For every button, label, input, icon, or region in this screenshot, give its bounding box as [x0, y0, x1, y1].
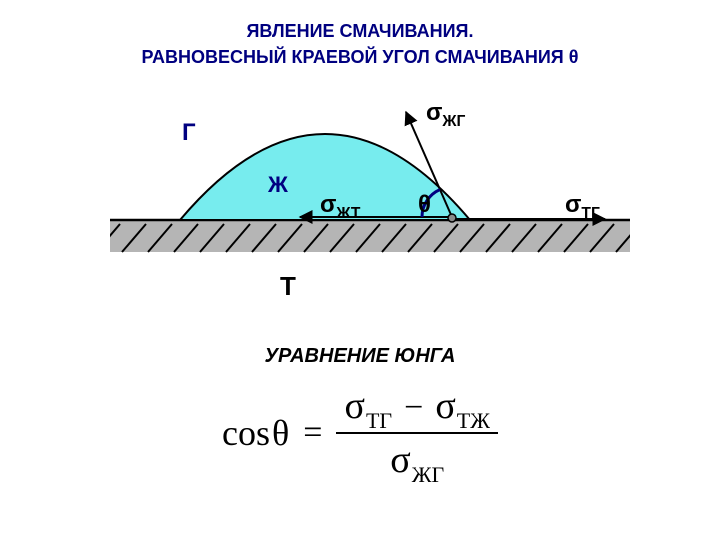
title-line1: ЯВЛЕНИЕ СМАЧИВАНИЯ. — [246, 21, 473, 41]
equation-title: УРАВНЕНИЕ ЮНГА — [0, 345, 720, 368]
eq-den-sub: ЖГ — [412, 462, 444, 488]
title-line2: РАВНОВЕСНЫЙ КРАЕВОЙ УГОЛ СМАЧИВАНИЯ θ — [142, 47, 579, 67]
page-title: ЯВЛЕНИЕ СМАЧИВАНИЯ. РАВНОВЕСНЫЙ КРАЕВОЙ … — [0, 18, 720, 70]
eq-minus: − — [396, 389, 431, 426]
eq-num-sigma2: σ — [435, 384, 455, 428]
label-solid: Т — [280, 271, 296, 301]
eq-cos: cos — [222, 412, 270, 454]
label-sigma-jg: σЖГ — [426, 99, 466, 130]
young-equation: cos θ = σ ТГ − σ ТЖ — [0, 380, 720, 486]
eq-numerator: σ ТГ − σ ТЖ — [336, 380, 497, 432]
eq-denominator: σ ЖГ — [382, 434, 452, 486]
eq-equals: = — [303, 414, 322, 452]
label-liquid: Ж — [267, 172, 288, 197]
label-gas: Г — [182, 119, 196, 146]
eq-fraction: σ ТГ − σ ТЖ σ ЖГ — [336, 380, 497, 486]
eq-num-sub1: ТГ — [366, 408, 392, 434]
label-sigma-tg: σТГ — [565, 191, 600, 222]
eq-den-sigma: σ — [390, 438, 410, 482]
eq-num-sigma1: σ — [344, 384, 364, 428]
eq-num-sub2: ТЖ — [457, 408, 490, 434]
label-theta: θ — [418, 191, 431, 218]
eq-theta: θ — [272, 412, 289, 454]
wetting-diagram: ГЖТσЖГσЖТσТГθ — [110, 90, 630, 320]
